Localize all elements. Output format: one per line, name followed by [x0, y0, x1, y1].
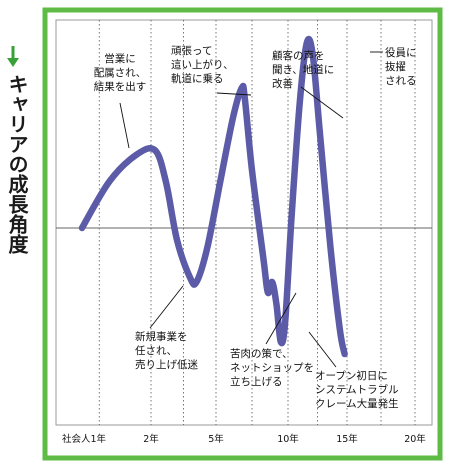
- annotation-a2: 新規事業を任され、売り上げ低迷: [135, 330, 198, 371]
- annotation-line: 営業に: [104, 52, 136, 65]
- y-axis-label: キャリアの成長角度: [5, 74, 29, 254]
- annotation-line: 抜擢: [385, 60, 406, 73]
- annotation-line: オープン初日に: [315, 369, 388, 382]
- down-arrow-icon: [7, 46, 19, 67]
- annotation-leader-a1: [119, 102, 130, 149]
- x-tick-label-1: 2年: [143, 433, 159, 445]
- annotation-line: クレーム大量発生: [315, 397, 399, 410]
- annotation-a6: オープン初日にシステムトラブルクレーム大量発生: [315, 369, 399, 410]
- annotation-a3: 頑張って這い上がり、軌道に乗る: [171, 45, 234, 85]
- annotation-leader-a3: [216, 92, 252, 96]
- annotation-line: 軌道に乗る: [171, 72, 224, 85]
- x-tick-label-2: 5年: [208, 433, 224, 445]
- x-tick-label-4: 15年: [336, 433, 358, 445]
- annotation-leader-a6: [308, 331, 337, 368]
- annotation-line: システムトラブル: [315, 383, 399, 396]
- chart-frame: [42, 7, 443, 461]
- annotation-line: ネットショップを: [230, 362, 314, 374]
- annotation-line: 新規事業を: [135, 330, 188, 343]
- annotation-leader-a2: [149, 285, 184, 329]
- annotation-leader-a5: [300, 86, 344, 119]
- annotation-line: 苦肉の策で、: [230, 347, 293, 360]
- annotation-line: 頑張って: [171, 45, 212, 57]
- annotation-line: 這い上がり、: [171, 58, 234, 71]
- x-tick-label-5: 20年: [404, 433, 426, 445]
- annotation-line: 顧客の声を: [272, 49, 325, 62]
- x-tick-label-0: 社会人1年: [62, 433, 107, 445]
- annotation-line: される: [385, 75, 417, 87]
- annotation-a5: 顧客の声を聞き、地道に改善: [272, 49, 334, 90]
- plot-area: [55, 19, 433, 426]
- annotation-a4: 苦肉の策で、ネットショップを立ち上げる: [230, 347, 314, 388]
- x-tick-label-3: 10年: [277, 433, 299, 445]
- annotation-line: 結果を出す: [94, 80, 147, 93]
- series-line-0: [78, 35, 348, 358]
- annotation-line: 改善: [272, 77, 293, 90]
- annotation-a7: 役員に抜擢される: [385, 46, 417, 87]
- annotation-line: 聞き、地道に: [272, 63, 334, 76]
- annotation-line: 売り上げ低迷: [135, 358, 198, 371]
- annotation-line: 配属され、: [94, 67, 147, 79]
- annotation-a1: 営業に配属され、結果を出す: [94, 52, 147, 93]
- annotation-line: 役員に: [385, 46, 417, 59]
- annotation-leader-a4: [265, 292, 297, 345]
- annotation-line: 立ち上げる: [230, 375, 283, 388]
- annotation-line: 任され、: [135, 344, 177, 357]
